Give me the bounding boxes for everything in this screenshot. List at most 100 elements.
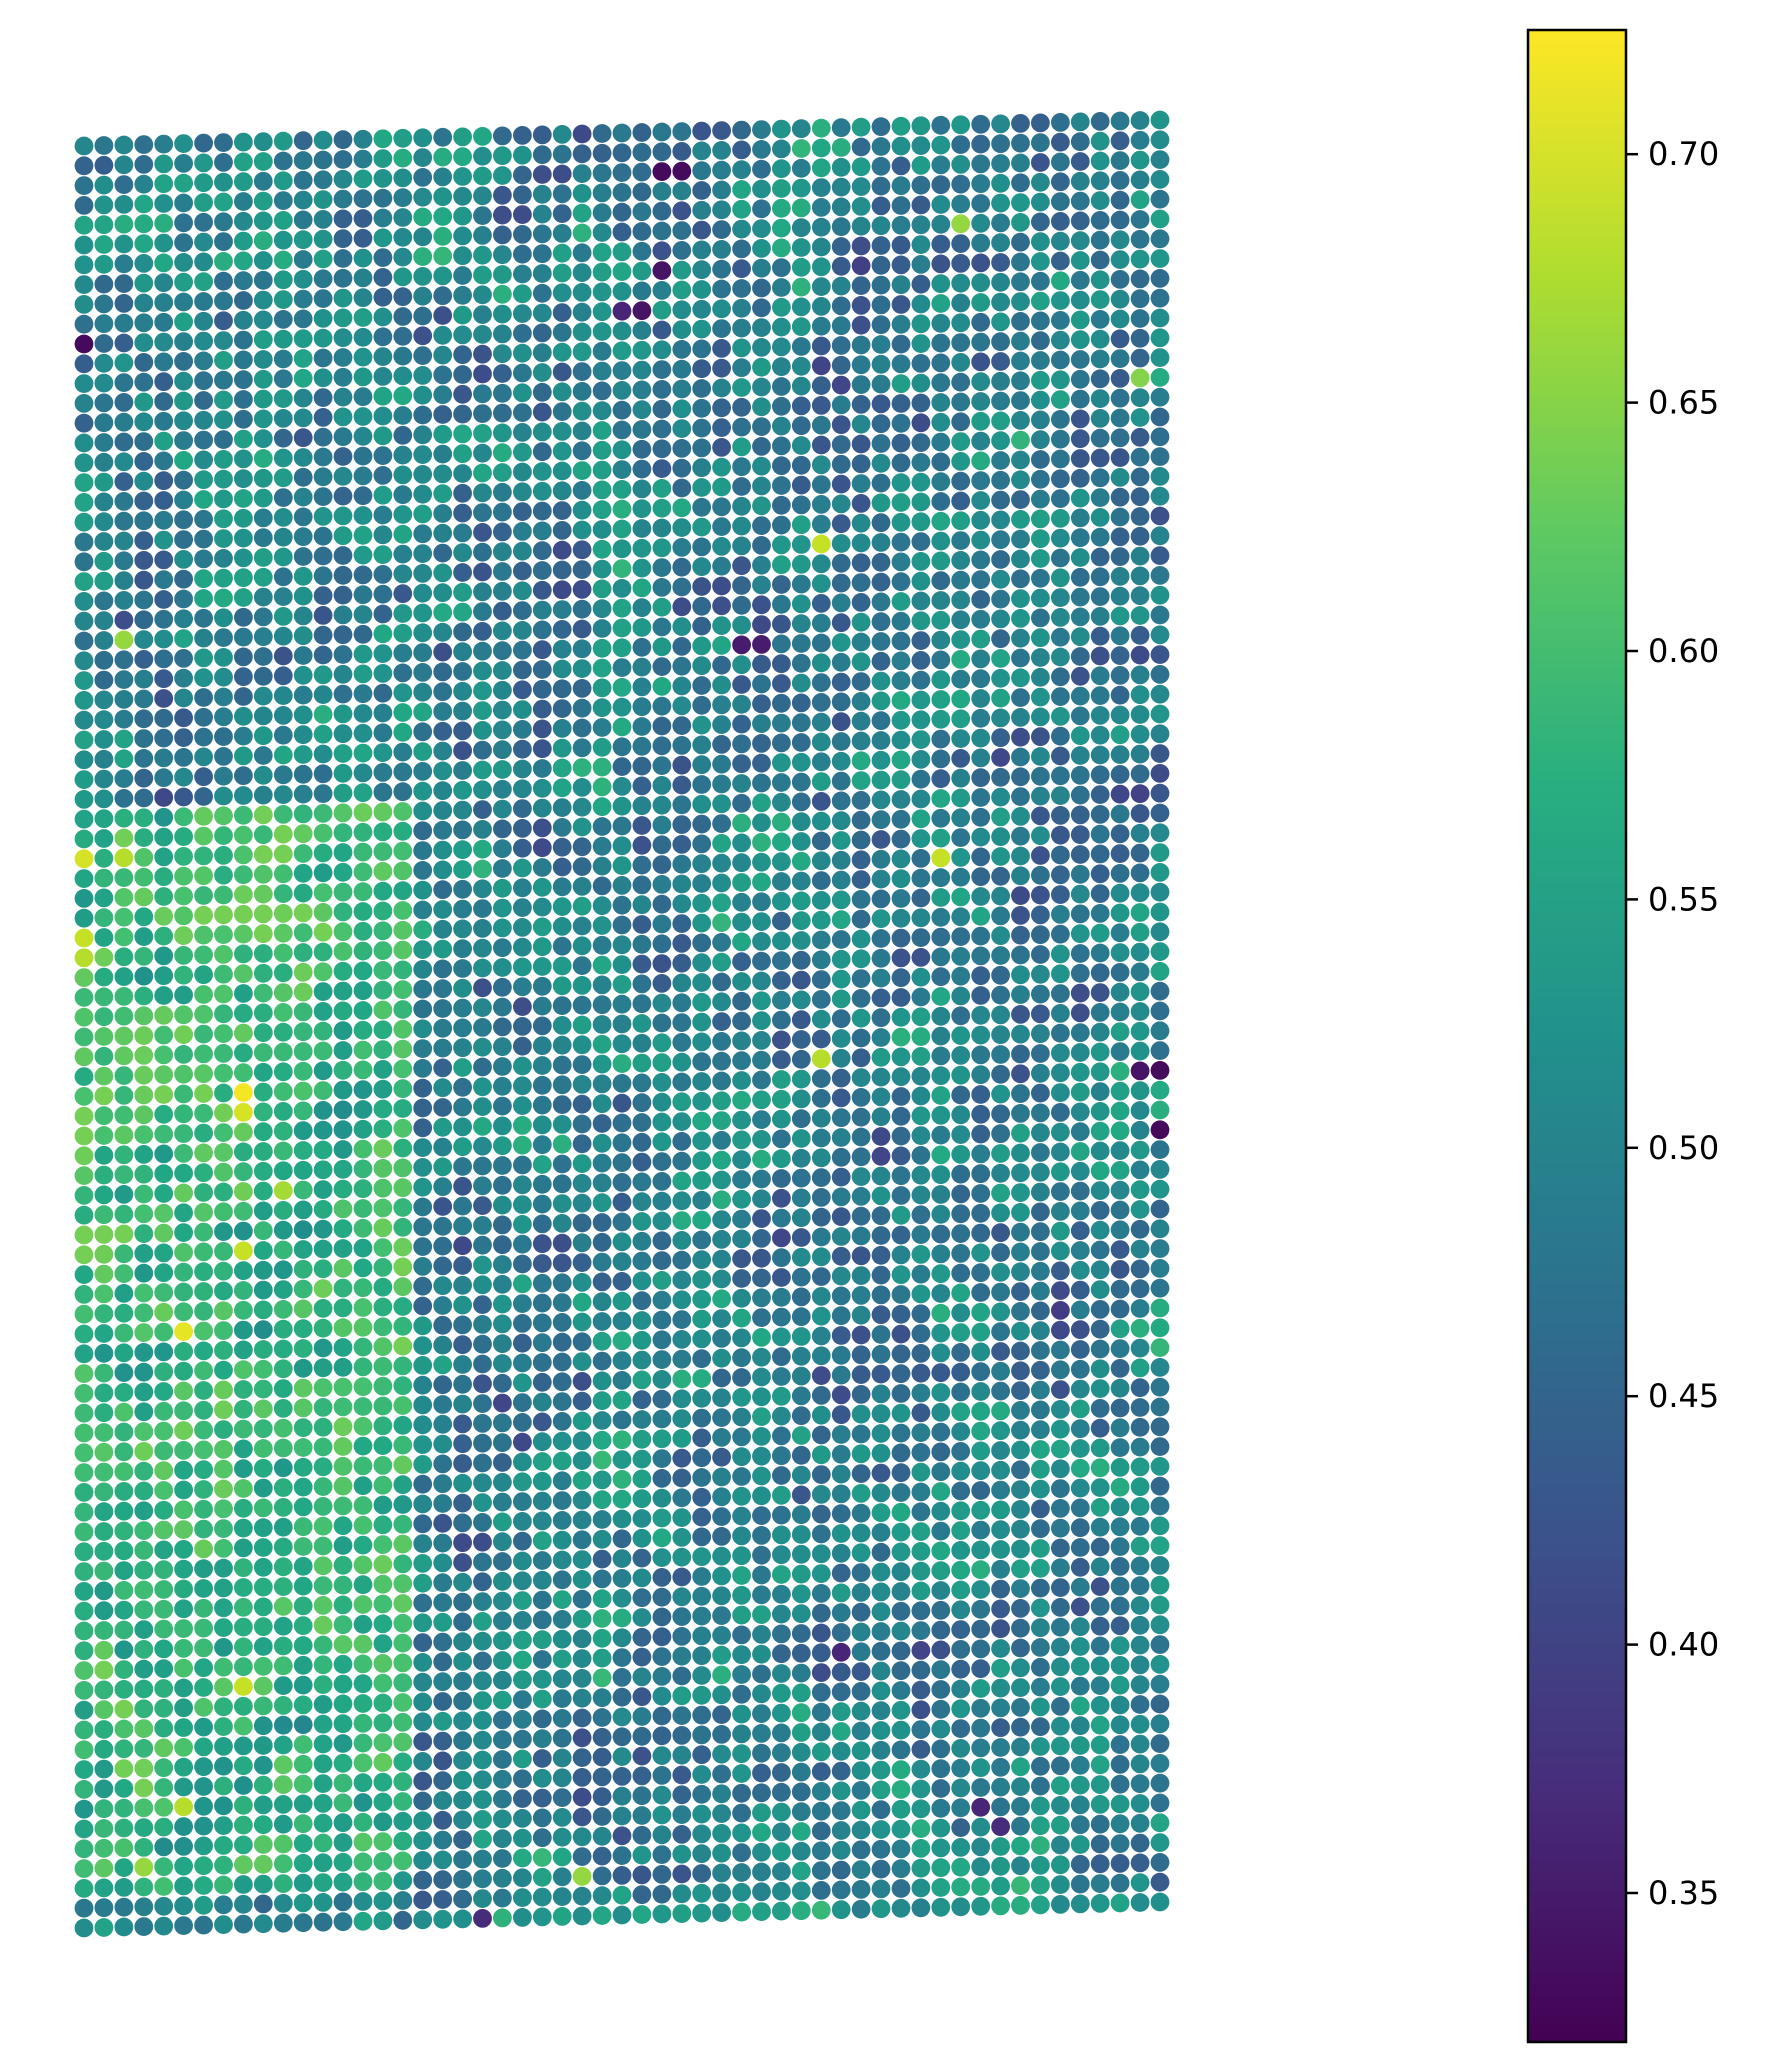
data-point: [1090, 745, 1110, 765]
data-point: [532, 1491, 552, 1511]
data-point: [333, 763, 353, 783]
data-point: [732, 675, 751, 694]
data-point: [1090, 1082, 1110, 1101]
data-point: [951, 1006, 971, 1026]
data-point: [74, 750, 94, 770]
data-point: [1031, 529, 1050, 549]
data-point: [951, 1085, 971, 1105]
data-point: [1011, 213, 1030, 232]
data-point: [991, 431, 1010, 451]
data-point: [214, 648, 233, 667]
data-point: [572, 916, 592, 936]
data-point: [732, 833, 751, 853]
data-point: [632, 222, 652, 241]
data-point: [293, 586, 313, 606]
data-point: [851, 969, 871, 988]
data-point: [652, 1033, 672, 1053]
data-point: [253, 508, 273, 528]
data-point: [393, 1019, 413, 1039]
data-point: [174, 1777, 194, 1797]
data-point: [194, 1183, 214, 1202]
data-point: [831, 316, 851, 336]
data-point: [831, 1583, 851, 1603]
data-point: [313, 1536, 333, 1556]
data-point: [1011, 1599, 1030, 1618]
data-point: [632, 340, 652, 360]
data-point: [991, 1243, 1010, 1262]
data-point: [74, 1720, 94, 1740]
data-point: [572, 896, 592, 916]
data-point: [1011, 391, 1030, 410]
data-point: [373, 584, 393, 604]
data-point: [632, 1687, 652, 1707]
data-point: [632, 1766, 652, 1786]
data-point: [174, 767, 194, 787]
data-point: [811, 1782, 831, 1801]
data-point: [632, 1370, 652, 1390]
data-point: [433, 1078, 453, 1098]
data-point: [951, 610, 971, 630]
data-point: [911, 1185, 931, 1205]
data-point: [612, 420, 632, 440]
data-point: [532, 937, 552, 957]
data-point: [652, 459, 672, 478]
data-point: [732, 1011, 751, 1031]
data-point: [1110, 1359, 1130, 1378]
data-point: [453, 1711, 472, 1731]
data-point: [1011, 1698, 1030, 1717]
data-point: [74, 453, 94, 473]
data-point: [373, 1159, 393, 1178]
data-point: [772, 1862, 791, 1881]
data-point: [831, 1009, 851, 1029]
data-point: [493, 522, 512, 542]
data-point: [692, 438, 712, 458]
data-point: [333, 1001, 353, 1021]
data-point: [293, 903, 313, 923]
data-point: [851, 1721, 871, 1741]
data-point: [154, 1005, 174, 1025]
data-point: [851, 771, 871, 790]
data-point: [652, 1746, 672, 1765]
data-point: [1031, 1717, 1050, 1737]
data-point: [513, 640, 532, 660]
data-point: [134, 1541, 154, 1560]
data-point: [234, 786, 253, 805]
data-point: [473, 1117, 492, 1136]
data-point: [333, 1338, 353, 1357]
data-point: [692, 1586, 712, 1606]
data-point: [194, 1697, 214, 1717]
data-point: [134, 1283, 154, 1303]
data-point: [353, 525, 373, 545]
data-point: [214, 1024, 233, 1043]
data-point: [1070, 488, 1090, 508]
data-point: [94, 1482, 114, 1502]
data-point: [194, 1262, 214, 1282]
data-point: [413, 742, 433, 761]
data-point: [413, 1455, 433, 1474]
data-point: [1150, 269, 1170, 288]
data-point: [931, 1224, 951, 1244]
data-point: [891, 215, 911, 235]
data-point: [393, 980, 413, 1000]
data-point: [672, 300, 692, 320]
data-point: [253, 904, 273, 924]
data-point: [273, 785, 293, 804]
data-point: [1011, 450, 1030, 470]
data-point: [772, 416, 791, 436]
data-point: [612, 856, 632, 875]
data-point: [473, 245, 492, 265]
data-point: [532, 382, 552, 402]
data-point: [453, 642, 472, 662]
data-point: [612, 1232, 632, 1252]
data-point: [991, 292, 1010, 312]
data-point: [1070, 1062, 1090, 1082]
data-point: [612, 579, 632, 598]
data-point: [891, 651, 911, 671]
data-point: [692, 1765, 712, 1784]
data-point: [752, 377, 771, 397]
data-point: [851, 553, 871, 573]
data-point: [493, 1255, 512, 1274]
data-point: [234, 370, 253, 390]
data-point: [154, 1481, 174, 1500]
data-point: [572, 1055, 592, 1074]
